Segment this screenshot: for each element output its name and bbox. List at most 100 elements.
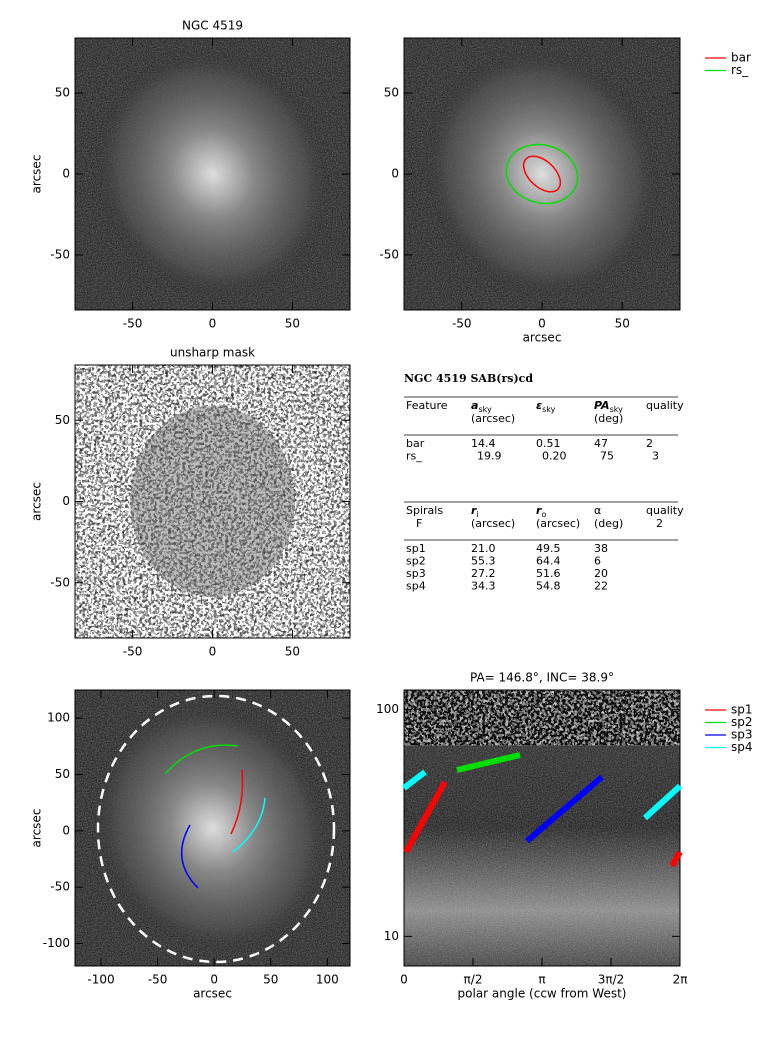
- bar-ellipse: [522, 155, 562, 193]
- arm-sp2: [164, 744, 239, 775]
- table-cell: 6: [594, 555, 601, 568]
- y-tick-label: 0: [391, 167, 399, 181]
- table-cell: 20: [594, 567, 608, 580]
- panel-title: unsharp mask: [170, 346, 255, 360]
- column-header: Spirals: [406, 504, 443, 517]
- column-header: α: [594, 504, 601, 517]
- table-cell: 47: [594, 437, 608, 450]
- y-tick-label: -50: [379, 247, 399, 261]
- spiral-fit: [456, 752, 521, 773]
- x-axis-label: polar angle (ccw from West): [458, 987, 627, 1001]
- y-axis-label: arcsec: [30, 482, 44, 521]
- x-axis-label: arcsec: [523, 331, 562, 345]
- header-subscript: i: [476, 510, 478, 519]
- x-tick-label: -100: [87, 973, 114, 987]
- header-subscript: sky: [478, 405, 492, 414]
- table-cell: 2: [646, 437, 653, 450]
- table-cell: sp2: [406, 555, 426, 568]
- spiral-fit: [402, 769, 427, 791]
- table-cell: 38: [594, 542, 608, 555]
- table-title: NGC 4519 SAB(rs)cd: [404, 372, 533, 385]
- table-cell: 21.0: [471, 542, 496, 555]
- x-tick-label: π/2: [464, 973, 483, 987]
- rs-ellipse: [505, 143, 579, 205]
- table-cell: 75: [600, 450, 614, 463]
- y-tick-label: 50: [55, 86, 70, 100]
- x-tick-label: -50: [123, 645, 143, 659]
- panel-title: PA= 146.8°, INC= 38.9°: [470, 671, 614, 685]
- table-cell: 14.4: [471, 437, 496, 450]
- column-header: εsky: [536, 399, 556, 414]
- legend-label: sp2: [731, 715, 753, 729]
- x-tick-label: 50: [615, 317, 630, 331]
- y-tick-label: 50: [55, 413, 70, 427]
- header-subscript: sky: [542, 405, 556, 414]
- column-unit: F: [416, 517, 422, 530]
- y-tick-label: 100: [47, 711, 70, 725]
- y-tick-label: -50: [50, 247, 70, 261]
- header-subscript: sky: [610, 405, 624, 414]
- y-tick-label: -50: [50, 575, 70, 589]
- column-unit: (deg): [594, 412, 623, 425]
- x-tick-label: 0: [210, 973, 218, 987]
- y-axis-label: arcsec: [30, 155, 44, 194]
- panel-title: NGC 4519: [182, 19, 243, 33]
- column-header: quality: [646, 399, 684, 412]
- y-axis-label: arcsec: [30, 809, 44, 848]
- spiral-fit: [642, 783, 683, 821]
- disk-ellipse: [96, 694, 336, 964]
- column-unit: 2: [656, 517, 663, 530]
- x-tick-label: 0: [209, 645, 217, 659]
- galaxy: [93, 701, 332, 955]
- table-cell: 55.3: [471, 555, 496, 568]
- galaxy: [422, 49, 662, 299]
- table-cell: sp3: [406, 567, 426, 580]
- table-cell: sp4: [406, 580, 426, 593]
- x-tick-label: -50: [148, 973, 168, 987]
- legend-label: sp4: [731, 740, 753, 754]
- table-cell: 0.51: [536, 437, 561, 450]
- y-tick-label: 50: [55, 767, 70, 781]
- table-cell: 51.6: [536, 567, 561, 580]
- x-axis-label: arcsec: [193, 987, 232, 1001]
- legend-label: bar: [731, 51, 751, 65]
- column-unit: (arcsec): [471, 517, 515, 530]
- column-unit: (arcsec): [536, 517, 580, 530]
- table-cell: 0.20: [542, 450, 567, 463]
- y-tick-label: 100: [376, 702, 399, 716]
- y-tick-label: -100: [43, 936, 70, 950]
- table-cell: 49.5: [536, 542, 561, 555]
- legend-label: sp1: [731, 703, 753, 717]
- column-header: quality: [646, 504, 684, 517]
- column-header: ro: [536, 504, 546, 519]
- unsharp-image: [75, 365, 350, 638]
- table-cell: 27.2: [471, 567, 496, 580]
- x-tick-label: 50: [285, 317, 300, 331]
- column-header: Feature: [406, 399, 448, 412]
- column-header: ri: [471, 504, 479, 519]
- column-unit: (deg): [594, 517, 623, 530]
- arm-sp3: [180, 824, 199, 889]
- spiral-fit: [669, 850, 683, 868]
- table-cell: rs_: [406, 450, 422, 463]
- arm-sp4: [232, 797, 266, 853]
- y-tick-label: 10: [384, 929, 399, 943]
- table-cell: 54.8: [536, 580, 561, 593]
- x-tick-label: 50: [263, 973, 278, 987]
- column-unit: (arcsec): [471, 412, 515, 425]
- legend-label: rs_: [731, 63, 749, 77]
- y-tick-label: -50: [50, 880, 70, 894]
- y-tick-label: 50: [384, 86, 399, 100]
- polar-noise-2: [404, 745, 680, 966]
- table-cell: 34.3: [471, 580, 496, 593]
- table-cell: 19.9: [477, 450, 502, 463]
- x-tick-label: 0: [209, 317, 217, 331]
- spiral-fit: [403, 780, 448, 854]
- table-cell: 22: [594, 580, 608, 593]
- y-tick-label: 0: [62, 494, 70, 508]
- x-tick-label: 0: [538, 317, 546, 331]
- x-tick-label: 100: [316, 973, 339, 987]
- axes-frame: [74, 689, 351, 967]
